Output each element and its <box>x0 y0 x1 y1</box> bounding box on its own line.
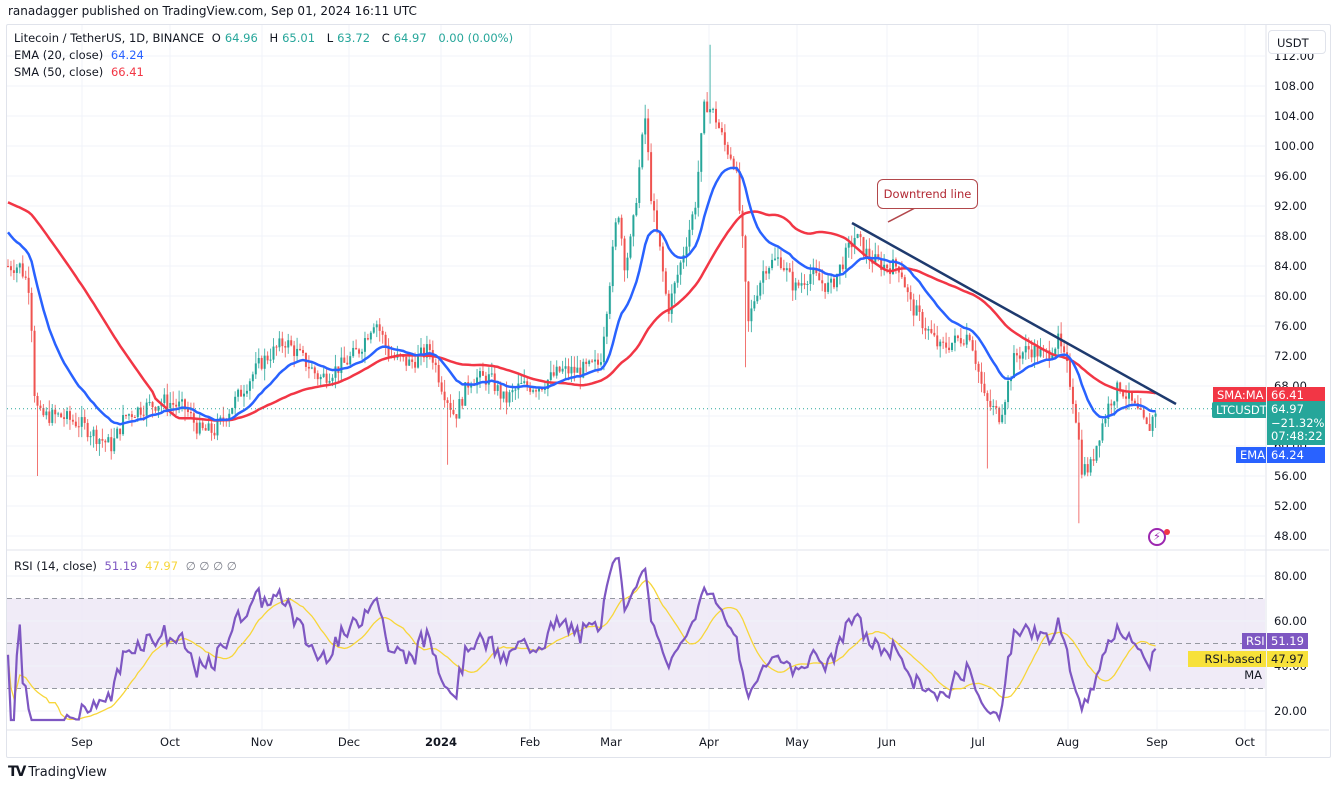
price-tick: 100.00 <box>1274 139 1314 153</box>
sma-tag-label: SMA:MA <box>1213 387 1266 403</box>
ema-legend[interactable]: EMA (20, close) 64.24 <box>14 48 148 62</box>
rsi-line <box>6 556 1157 723</box>
time-tick: Feb <box>520 735 540 749</box>
time-tick: Apr <box>699 735 719 749</box>
price-tick: 48.00 <box>1274 529 1307 543</box>
symbol-tag-label: LTCUSDT <box>1212 402 1267 418</box>
lightning-icon[interactable]: ⚡ <box>1148 528 1166 546</box>
close-value: 64.97 <box>393 31 427 45</box>
price-tick: 92.00 <box>1274 199 1307 213</box>
time-tick: Mar <box>600 735 622 749</box>
sma-legend[interactable]: SMA (50, close) 66.41 <box>14 65 148 79</box>
ohlc-close: C 64.97 <box>382 31 431 45</box>
rsi-tick: 80.00 <box>1274 569 1307 583</box>
time-tick: 2024 <box>425 735 457 749</box>
time-tick: Jun <box>877 735 896 749</box>
tradingview-logo[interactable]: TV TradingView <box>8 764 107 780</box>
close-label: C <box>381 31 390 45</box>
low-value: 63.72 <box>337 31 371 45</box>
candles <box>7 44 1157 524</box>
ema-value: 64.24 <box>110 48 144 62</box>
sma-line <box>7 201 1156 422</box>
ema-line <box>7 166 1156 426</box>
time-tick: Nov <box>251 735 274 749</box>
price-tick: 80.00 <box>1274 289 1307 303</box>
time-tick: Sep <box>1146 735 1168 749</box>
downtrend-callout[interactable]: Downtrend line <box>877 179 978 209</box>
open-value: 64.96 <box>224 31 258 45</box>
high-label: H <box>269 31 279 45</box>
price-tag-pct: −21.32% <box>1271 415 1325 430</box>
low-label: L <box>326 31 334 45</box>
rsi-tick: 20.00 <box>1274 704 1307 718</box>
price-tag: 64.97 −21.32% 07:48:22 <box>1267 401 1325 445</box>
rsi-tag-value: 51.19 <box>1267 633 1308 649</box>
price-tick: 84.00 <box>1274 259 1307 273</box>
rsi-tag-label: RSI <box>1242 633 1266 649</box>
price-tick: 76.00 <box>1274 319 1307 333</box>
sma-value: 66.41 <box>110 65 144 79</box>
ohlc-open: O 64.96 <box>212 31 262 45</box>
open-label: O <box>211 31 221 45</box>
price-tick: 56.00 <box>1274 469 1307 483</box>
time-tick: Oct <box>1235 735 1255 749</box>
rsi-legend[interactable]: RSI (14, close) 51.19 47.97 ∅ ∅ ∅ ∅ <box>14 559 241 573</box>
tradingview-mark-icon: TV <box>8 764 26 780</box>
high-value: 65.01 <box>282 31 316 45</box>
price-tick: 72.00 <box>1274 349 1307 363</box>
time-tick: Aug <box>1057 735 1079 749</box>
notification-dot <box>1164 529 1170 535</box>
ema-tag-label: EMA <box>1236 447 1266 463</box>
rsi-value: 51.19 <box>104 559 138 573</box>
symbol-title: Litecoin / TetherUS, 1D, BINANCE <box>14 31 205 45</box>
price-tick: 104.00 <box>1274 109 1314 123</box>
price-tick: 88.00 <box>1274 229 1307 243</box>
rsi-ma-tag-label: RSI-based MA <box>1188 651 1266 682</box>
downtrend-line[interactable] <box>851 221 1177 406</box>
price-tick: 52.00 <box>1274 499 1307 513</box>
symbol-legend: Litecoin / TetherUS, 1D, BINANCE O 64.96 … <box>14 31 517 45</box>
time-tick: Oct <box>160 735 180 749</box>
rsi-label: RSI (14, close) <box>14 559 97 573</box>
time-tick: Dec <box>338 735 360 749</box>
price-tag-value: 64.97 <box>1271 402 1304 416</box>
time-tick: Sep <box>71 735 93 749</box>
price-tick: 96.00 <box>1274 169 1307 183</box>
ema-tag-value: 64.24 <box>1267 447 1325 463</box>
change-value: 0.00 (0.00%) <box>438 31 514 45</box>
price-tick: 108.00 <box>1274 79 1314 93</box>
ohlc-high: H 65.01 <box>269 31 319 45</box>
ohlc-low: L 63.72 <box>327 31 374 45</box>
brand-name: TradingView <box>28 764 107 780</box>
rsi-ma-value: 47.97 <box>145 559 179 573</box>
ema-label: EMA (20, close) <box>14 48 104 62</box>
sma-tag-value: 66.41 <box>1267 387 1325 403</box>
rsi-ma-tag-value: 47.97 <box>1267 651 1308 667</box>
rsi-extra-values: ∅ ∅ ∅ ∅ <box>185 559 237 573</box>
time-tick: Jul <box>970 735 985 749</box>
rsi-tick: 60.00 <box>1274 614 1307 628</box>
currency-button[interactable]: USDT <box>1268 30 1326 54</box>
sma-label: SMA (50, close) <box>14 65 104 79</box>
price-tag-countdown: 07:48:22 <box>1271 429 1323 443</box>
publisher-line: ranadagger published on TradingView.com,… <box>8 4 417 18</box>
time-tick: May <box>785 735 809 749</box>
